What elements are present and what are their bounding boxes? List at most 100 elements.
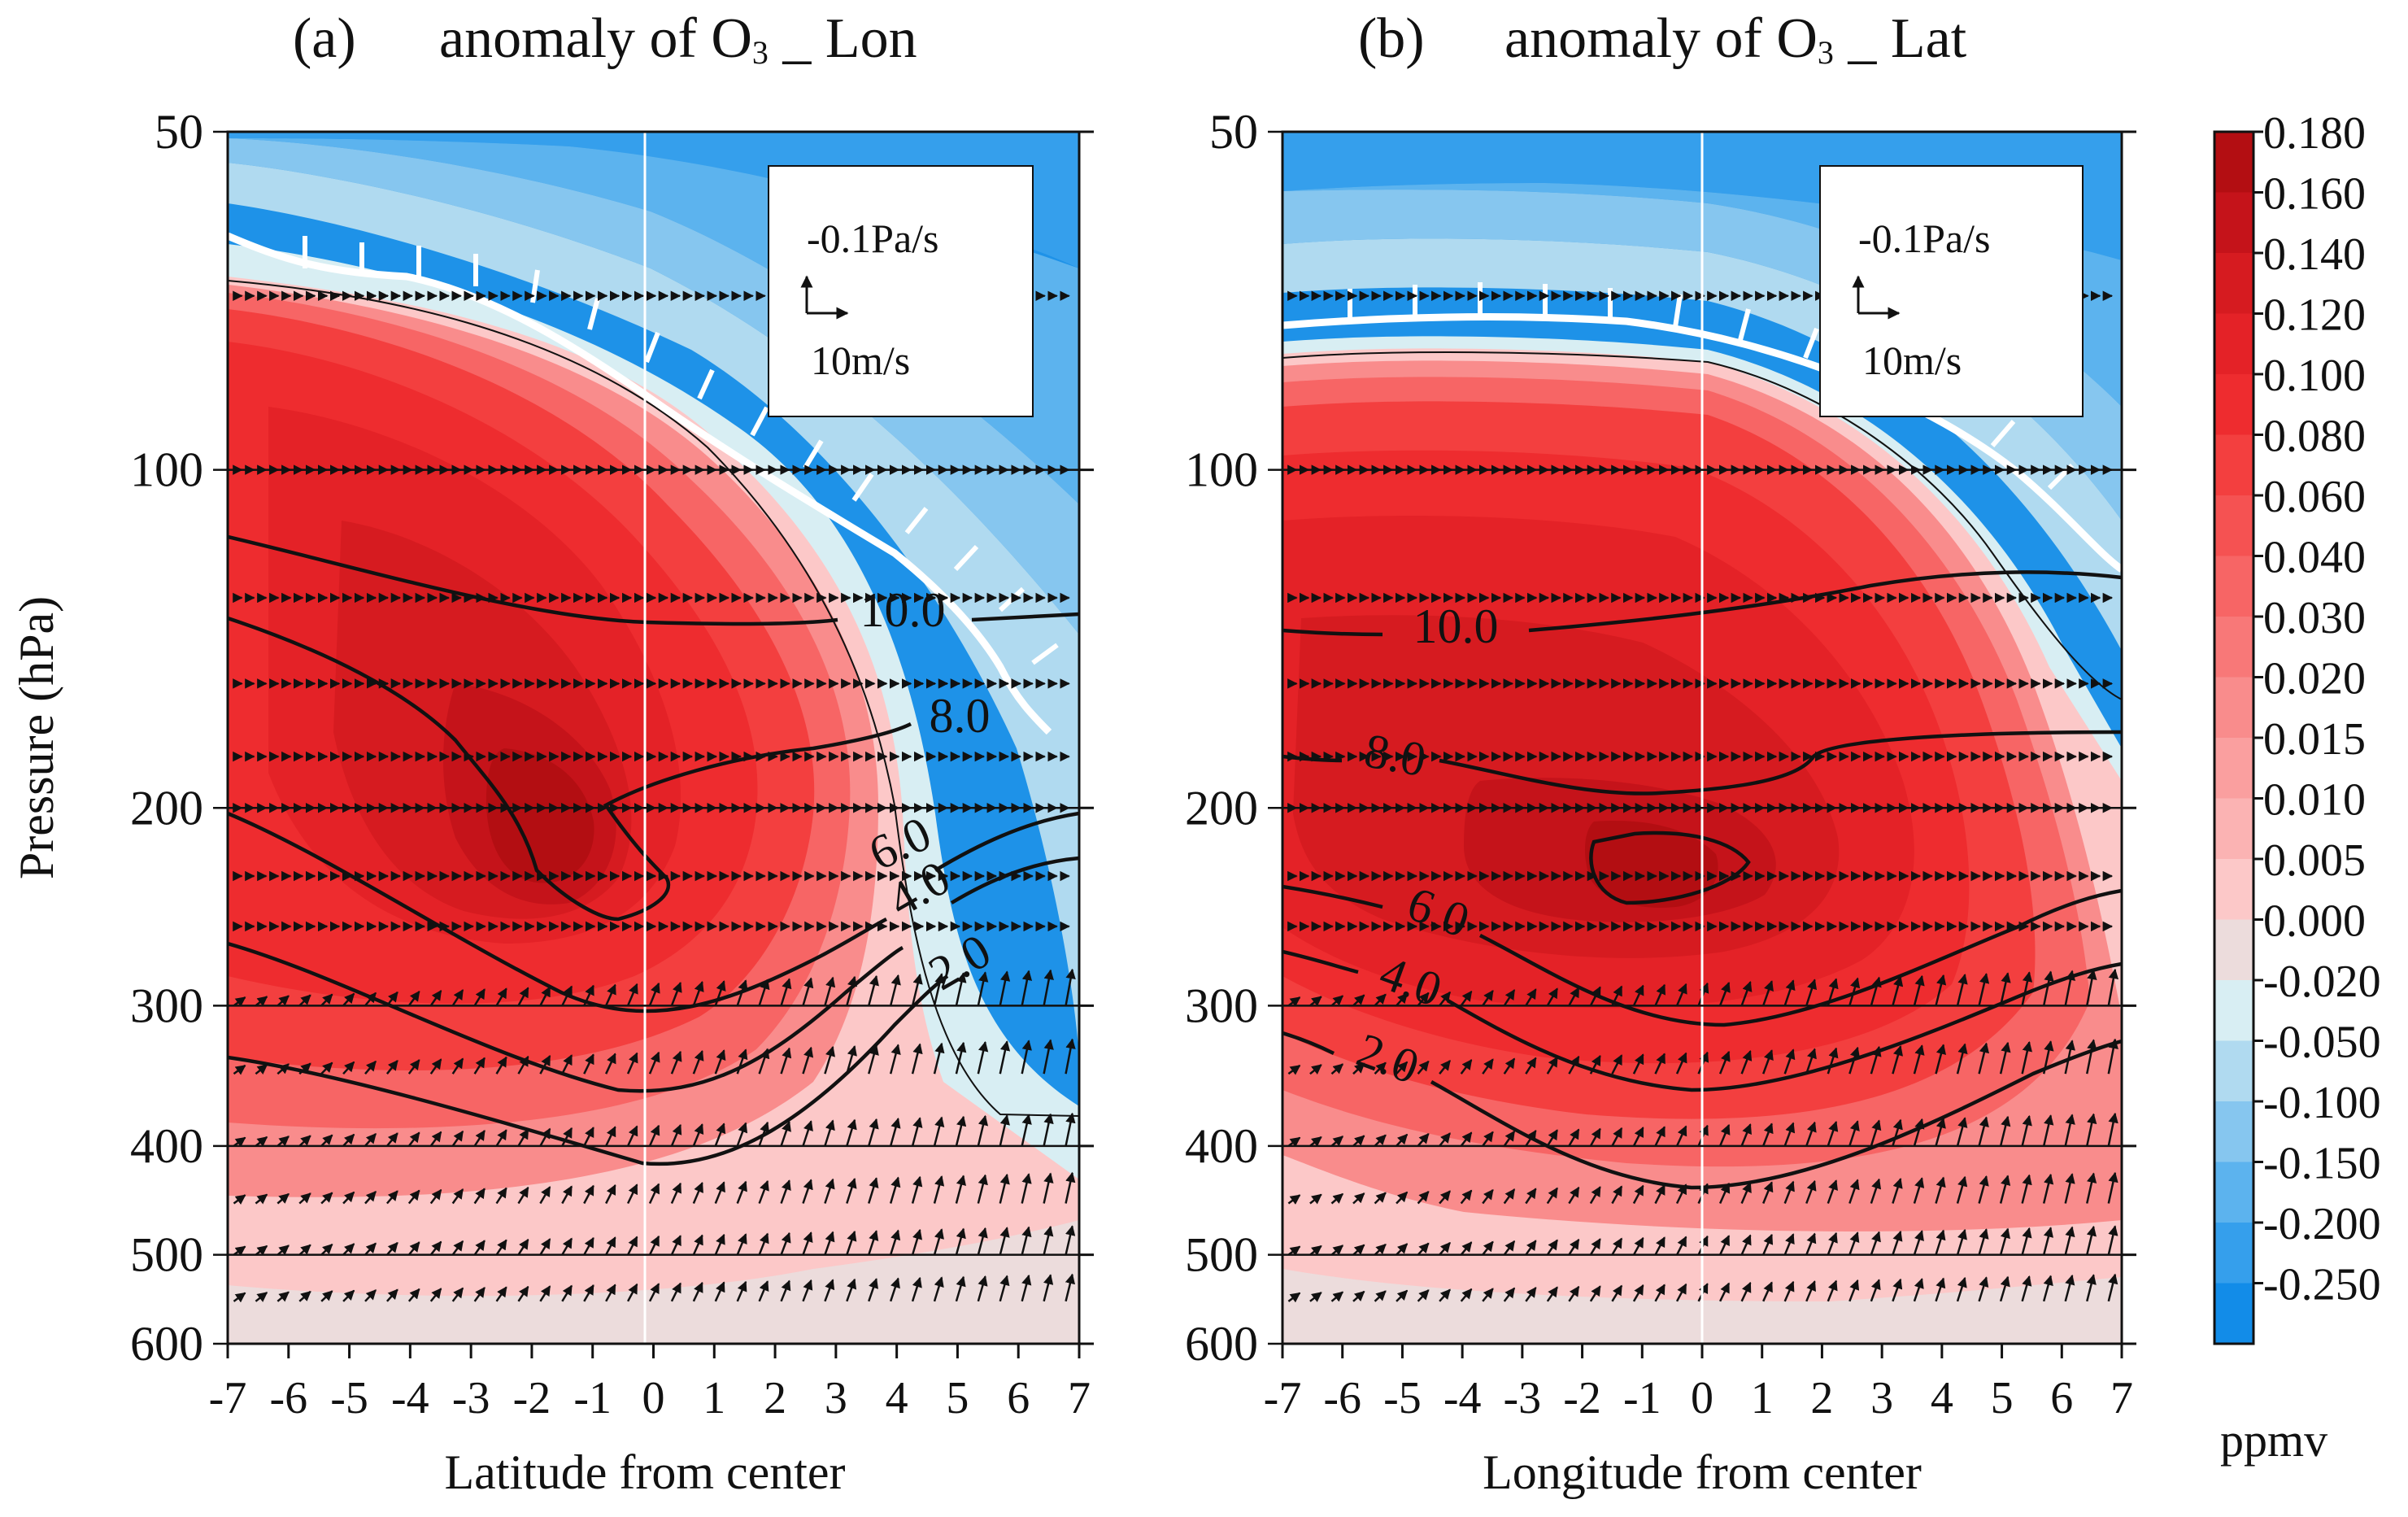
colorbar-tick-label: 0.005 <box>2263 835 2366 886</box>
wind-vector <box>1978 1116 1989 1147</box>
wind-vector <box>648 1283 660 1302</box>
wind-vector <box>780 1120 791 1147</box>
contour-10 <box>228 534 838 626</box>
tropopause-hatch <box>1803 327 1819 360</box>
x-tick-label: -6 <box>269 1373 307 1423</box>
wind-vector <box>233 996 246 1007</box>
wind-vector <box>868 1230 879 1256</box>
wind-vector <box>429 1240 442 1256</box>
colorbar-swatch <box>2214 556 2253 617</box>
wind-vector <box>1021 970 1033 1006</box>
wind-vector <box>1525 1240 1537 1256</box>
wind-vector <box>277 1192 290 1205</box>
wind-vector <box>407 1241 420 1256</box>
wind-vector <box>1589 1127 1601 1147</box>
contour-10-tail <box>1528 570 2122 633</box>
x-tick-label: -5 <box>330 1373 368 1423</box>
x-tick-label: 6 <box>1007 1373 1030 1423</box>
x-tick-label: 5 <box>946 1373 969 1423</box>
wind-vector <box>385 1060 398 1075</box>
wind-vector <box>1978 1276 1989 1302</box>
wind-vector <box>1482 1188 1494 1205</box>
wind-vector <box>1287 1292 1301 1303</box>
wind-vector <box>2064 1040 2075 1075</box>
wind-vector <box>1309 1136 1322 1147</box>
wind-vector <box>298 1290 311 1302</box>
wind-vector <box>1352 1062 1365 1075</box>
wind-vector <box>320 993 333 1007</box>
wind-vector <box>1503 1057 1516 1075</box>
wind-vector <box>1503 1287 1516 1302</box>
wind-vector <box>1589 1054 1601 1075</box>
wind-vector <box>233 1136 246 1148</box>
wind-vector <box>911 1043 923 1075</box>
wind-vector <box>1043 1274 1054 1302</box>
wind-vector <box>868 1177 879 1204</box>
contour-6 <box>1282 884 1383 909</box>
wind-vector <box>648 1124 660 1147</box>
wind-vector <box>999 1114 1010 1147</box>
contour-4 <box>1282 949 1359 974</box>
wind-vector <box>1783 979 1796 1006</box>
x-tick-label: 6 <box>2050 1373 2073 1423</box>
colorbar-tick-label: 0.040 <box>2263 533 2366 583</box>
x-tick-label: -4 <box>1443 1373 1482 1423</box>
wind-vector <box>451 989 464 1007</box>
wind-vector <box>1460 1241 1473 1256</box>
panel-a-field <box>228 132 1079 1344</box>
contour-8-tail <box>1439 730 2122 796</box>
wind-vector <box>517 1128 529 1147</box>
wind-vector <box>692 1182 703 1204</box>
colorbar-swatch <box>2214 132 2253 193</box>
colorbar-swatch <box>2214 738 2253 799</box>
wind-vector <box>1654 1184 1666 1205</box>
x-tick-label: 1 <box>703 1373 725 1423</box>
wind-vector <box>298 1062 311 1075</box>
x-tick-label: 3 <box>825 1373 847 1423</box>
wind-vector <box>846 1118 857 1147</box>
wind-vector <box>2021 1040 2032 1075</box>
wind-vector <box>1632 984 1644 1006</box>
wind-vector <box>1783 1122 1796 1147</box>
panel-a: 10.0 8.0 6.0 4.0 2.0 -0.1Pa/s 10m/s -7 -6… <box>10 7 1094 1499</box>
x-tick-label: -3 <box>452 1373 490 1423</box>
wind-vector <box>2042 1275 2053 1302</box>
wind-vector <box>385 1132 398 1147</box>
wind-vector <box>802 1279 813 1302</box>
wind-vector <box>517 987 529 1006</box>
panel-a-wind-key: -0.1Pa/s 10m/s <box>768 165 1034 417</box>
wind-vector <box>1525 1188 1537 1205</box>
colorbar-tick-label: 0.000 <box>2263 896 2366 947</box>
wind-vector <box>1352 1192 1365 1205</box>
wind-vector <box>1848 1120 1860 1147</box>
wind-vector <box>539 1054 551 1075</box>
wind-vector <box>1935 1229 1946 1256</box>
wind-vector <box>1043 969 1054 1006</box>
wind-vector <box>933 1276 944 1302</box>
wind-vector <box>933 1228 944 1256</box>
wind-vector <box>539 1238 551 1256</box>
y-tick-label: 200 <box>130 781 203 835</box>
x-tick-label: -2 <box>513 1373 551 1423</box>
wind-vector <box>1525 988 1537 1007</box>
wind-vector <box>824 1279 835 1302</box>
wind-vector <box>255 1064 268 1075</box>
wind-vector <box>1805 979 1818 1006</box>
max-anomaly-core <box>1584 821 1718 908</box>
panel-a-axes: -7 -6 -5 -4 -3 -2 -1 0 1 2 3 4 5 6 7 50 100 200 300 400 500 6… <box>130 105 1094 1423</box>
colorbar-swatch <box>2214 434 2253 496</box>
wind-vector <box>1913 1278 1924 1302</box>
wind-vector <box>1439 1288 1451 1302</box>
wind-vector <box>1065 1112 1076 1147</box>
panel-b-title: anomaly of O3 _ Lat <box>1504 7 1967 71</box>
wind-vector <box>1460 1131 1473 1147</box>
wind-vector <box>889 1176 901 1204</box>
wind-vector <box>605 1184 616 1205</box>
colorbar-swatch <box>2214 1283 2253 1345</box>
wind-vector <box>1675 1236 1687 1256</box>
wind-vector <box>1870 1279 1881 1302</box>
wind-vector <box>2042 1227 2053 1255</box>
wind-vector <box>758 1048 770 1075</box>
wind-vector <box>2021 1174 2032 1204</box>
wind-vector <box>626 1052 638 1075</box>
